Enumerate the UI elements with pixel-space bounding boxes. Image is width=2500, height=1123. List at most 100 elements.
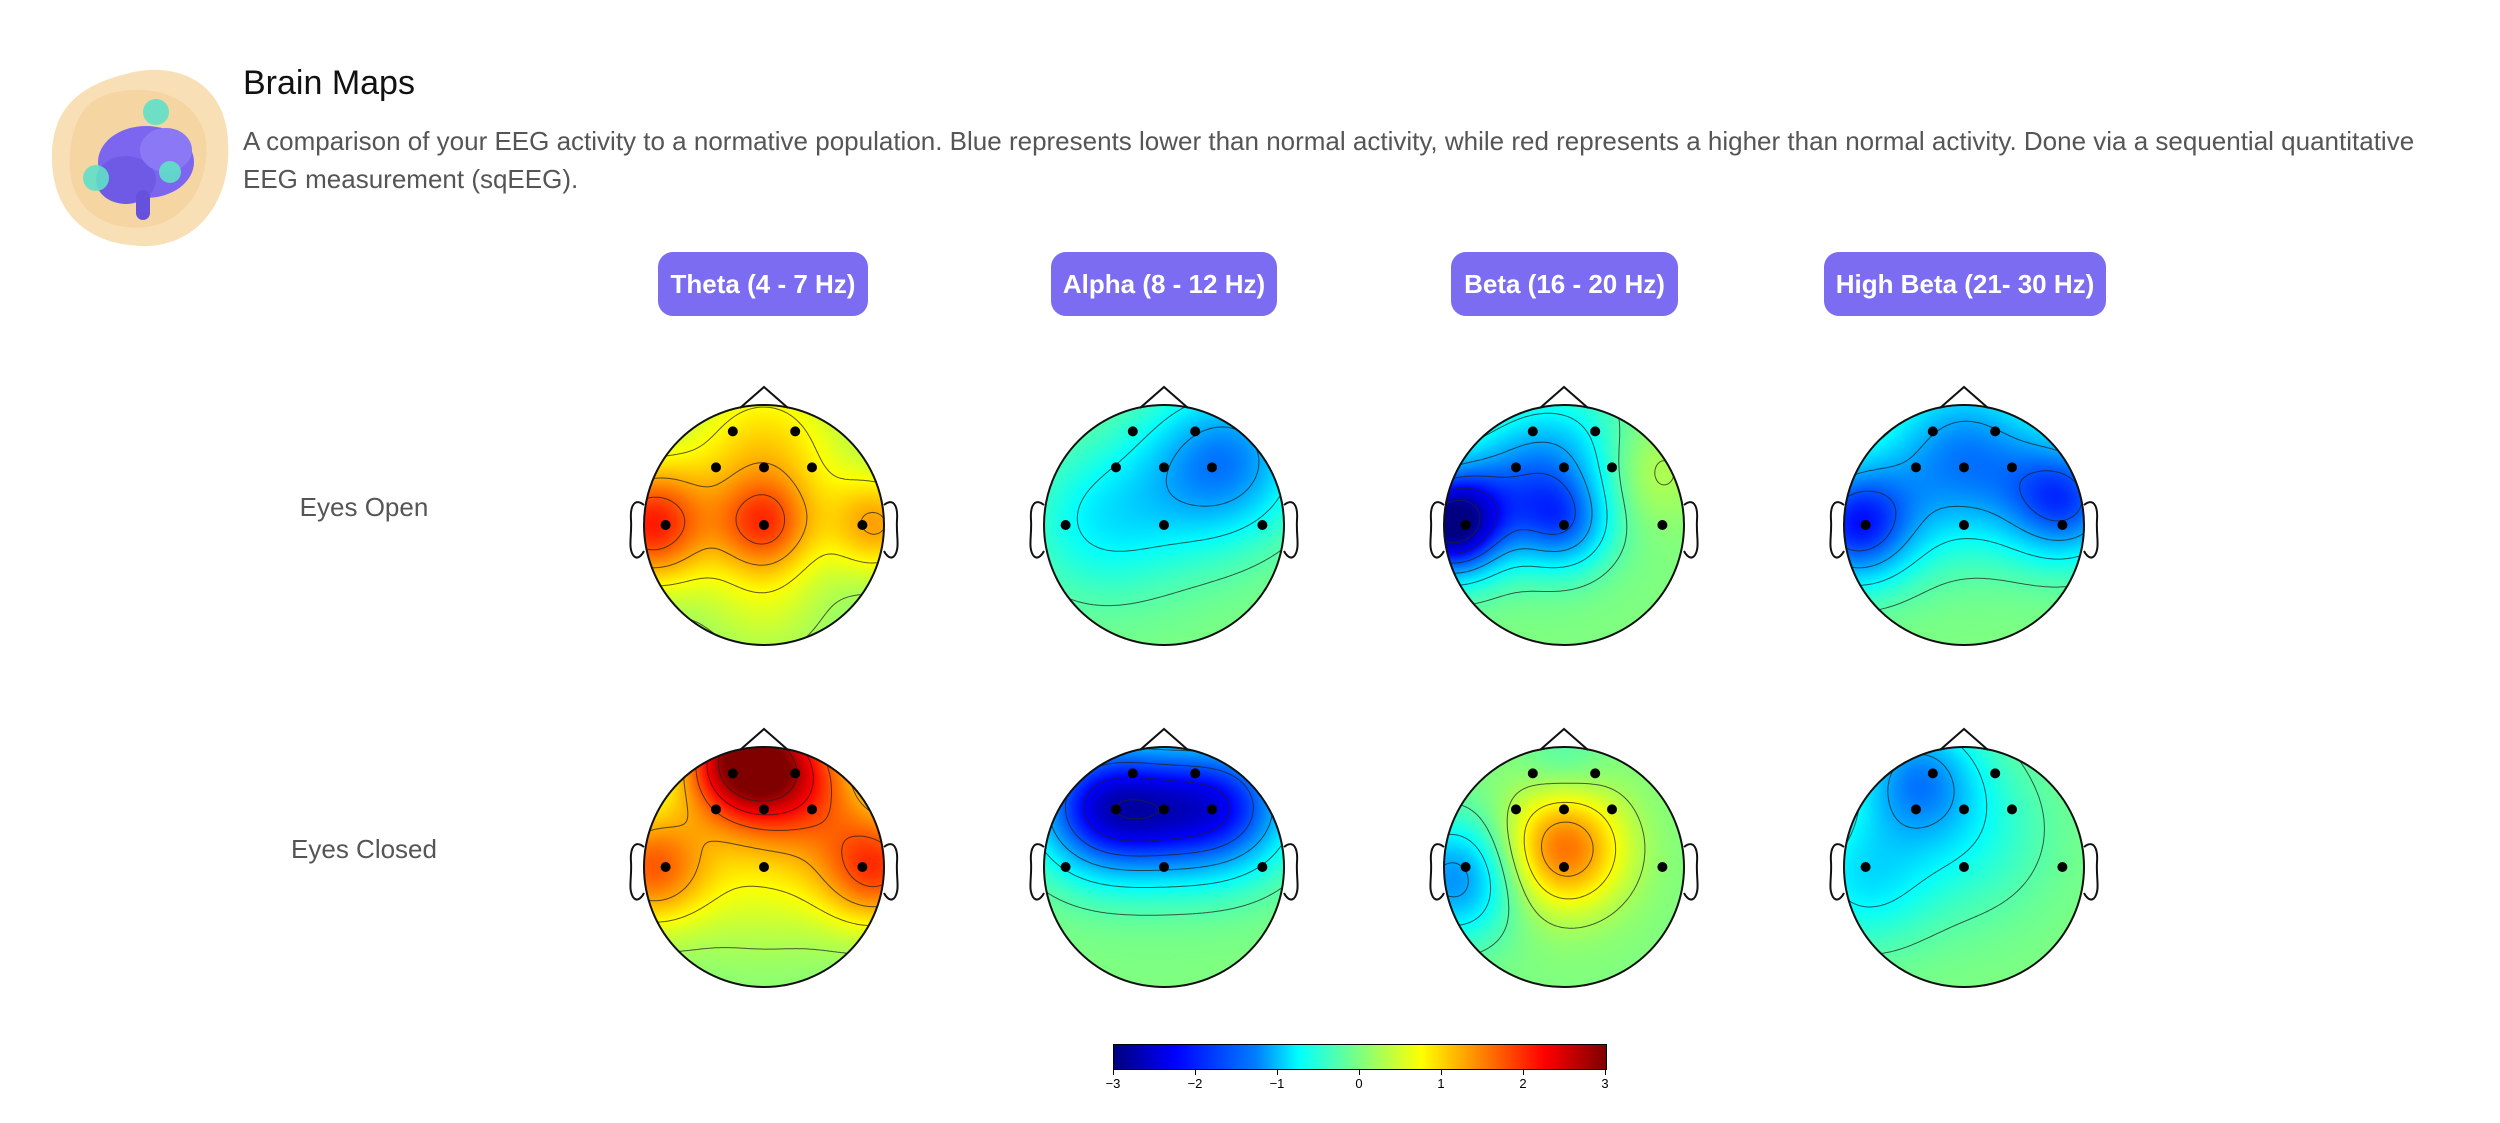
right-ear-outline [1683, 843, 1699, 901]
electrode-marker [1127, 768, 1138, 779]
topomap [1429, 385, 1699, 646]
topomap-contour [644, 462, 884, 569]
topomap-contour [1444, 472, 1576, 564]
colorbar-tick-label: 0 [1355, 1076, 1363, 1091]
electrode-marker [1559, 804, 1569, 815]
electrode-marker [759, 804, 769, 815]
electrode-marker [1607, 462, 1617, 473]
electrode-marker [807, 804, 817, 815]
logo-accent [159, 161, 181, 183]
electrode-marker [1460, 520, 1471, 530]
right-ear-outline [2083, 843, 2099, 901]
topomap-contour [644, 406, 884, 594]
electrode-marker [1460, 862, 1471, 872]
topomap [629, 727, 899, 988]
electrode-marker [1657, 520, 1668, 530]
left-ear-outline [1429, 843, 1445, 901]
electrode-marker [1559, 520, 1569, 530]
topomap [1029, 385, 1299, 646]
left-ear-outline [1829, 843, 1845, 901]
electrode-marker [1207, 462, 1217, 473]
electrode-marker [1060, 520, 1071, 530]
left-ear-outline [629, 501, 645, 559]
topomap-contour [1506, 782, 1646, 929]
right-ear-outline [2083, 501, 2099, 559]
colorbar-tick-label: −3 [1105, 1076, 1121, 1091]
electrode-marker [1911, 462, 1921, 473]
electrode-marker [660, 862, 671, 872]
colorbar-tick-label: 2 [1519, 1076, 1527, 1091]
colorbar-tick [1605, 1069, 1606, 1075]
electrode-marker [1607, 804, 1617, 815]
head-outline [1843, 746, 2085, 988]
electrode-marker [1559, 862, 1569, 872]
logo-brain-lobe [140, 128, 192, 172]
electrode-marker [2007, 804, 2017, 815]
topomap [1029, 727, 1299, 988]
electrode-marker [790, 768, 801, 779]
colorbar-tick-label: 1 [1437, 1076, 1445, 1091]
condition-label-eyes-open: Eyes Open [299, 492, 429, 522]
electrode-marker [1257, 862, 1268, 872]
colorbar-tick-label: −1 [1269, 1076, 1285, 1091]
electrode-marker [1527, 426, 1538, 437]
electrode-marker [1527, 768, 1538, 779]
electrode-marker [1911, 804, 1921, 815]
electrode-marker [1511, 804, 1521, 815]
electrode-marker [1959, 520, 1969, 530]
colorbar-tick [1441, 1069, 1442, 1075]
electrode-marker [2057, 520, 2068, 530]
topomap-contour [1444, 441, 1593, 574]
left-ear-outline [629, 843, 645, 901]
topomap-contour [1541, 821, 1594, 877]
colorbar-tick [1359, 1069, 1360, 1075]
head-outline [1043, 746, 1285, 988]
electrode-marker [1990, 426, 2001, 437]
colorbar-tick [1523, 1069, 1524, 1075]
nose-outline [1539, 727, 1589, 751]
electrode-marker [1190, 426, 1201, 437]
left-ear-outline [1029, 843, 1045, 901]
electrode-marker [1060, 862, 1071, 872]
electrode-marker [727, 768, 738, 779]
electrode-marker [790, 426, 801, 437]
head-outline [1443, 746, 1685, 988]
nose-outline [1939, 727, 1989, 751]
right-ear-outline [1683, 501, 1699, 559]
band-label-alpha: Alpha (8 - 12 Hz) [1051, 252, 1277, 316]
nose-outline [739, 385, 789, 409]
electrode-marker [807, 462, 817, 473]
colorbar-tick-label: −2 [1187, 1076, 1203, 1091]
brain-logo-icon [51, 69, 229, 247]
page-description: A comparison of your EEG activity to a n… [243, 126, 2415, 194]
electrode-marker [1159, 520, 1169, 530]
electrode-marker [1559, 462, 1569, 473]
electrode-marker [1959, 804, 1969, 815]
electrode-marker [660, 520, 671, 530]
nose-outline [739, 727, 789, 751]
topomap-contour [1083, 776, 1231, 842]
page-title: Brain Maps [243, 64, 415, 102]
electrode-marker [857, 862, 868, 872]
left-ear-outline [1429, 501, 1445, 559]
electrode-marker [711, 804, 721, 815]
electrode-marker [1927, 426, 1938, 437]
head-outline [1443, 404, 1685, 646]
logo-accent [83, 165, 109, 191]
electrode-marker [1590, 426, 1601, 437]
electrode-marker [1959, 862, 1969, 872]
condition-label-eyes-closed: Eyes Closed [291, 834, 437, 864]
electrode-marker [1860, 862, 1871, 872]
nose-outline [1939, 385, 1989, 409]
nose-outline [1139, 385, 1189, 409]
logo-brain-stem [136, 190, 150, 220]
left-ear-outline [1829, 501, 1845, 559]
band-label-theta: Theta (4 - 7 Hz) [658, 252, 868, 316]
electrode-marker [1111, 804, 1121, 815]
electrode-marker [1590, 768, 1601, 779]
electrode-marker [857, 520, 868, 530]
electrode-marker [727, 426, 738, 437]
head-outline [1843, 404, 2085, 646]
right-ear-outline [883, 501, 899, 559]
electrode-marker [1190, 768, 1201, 779]
